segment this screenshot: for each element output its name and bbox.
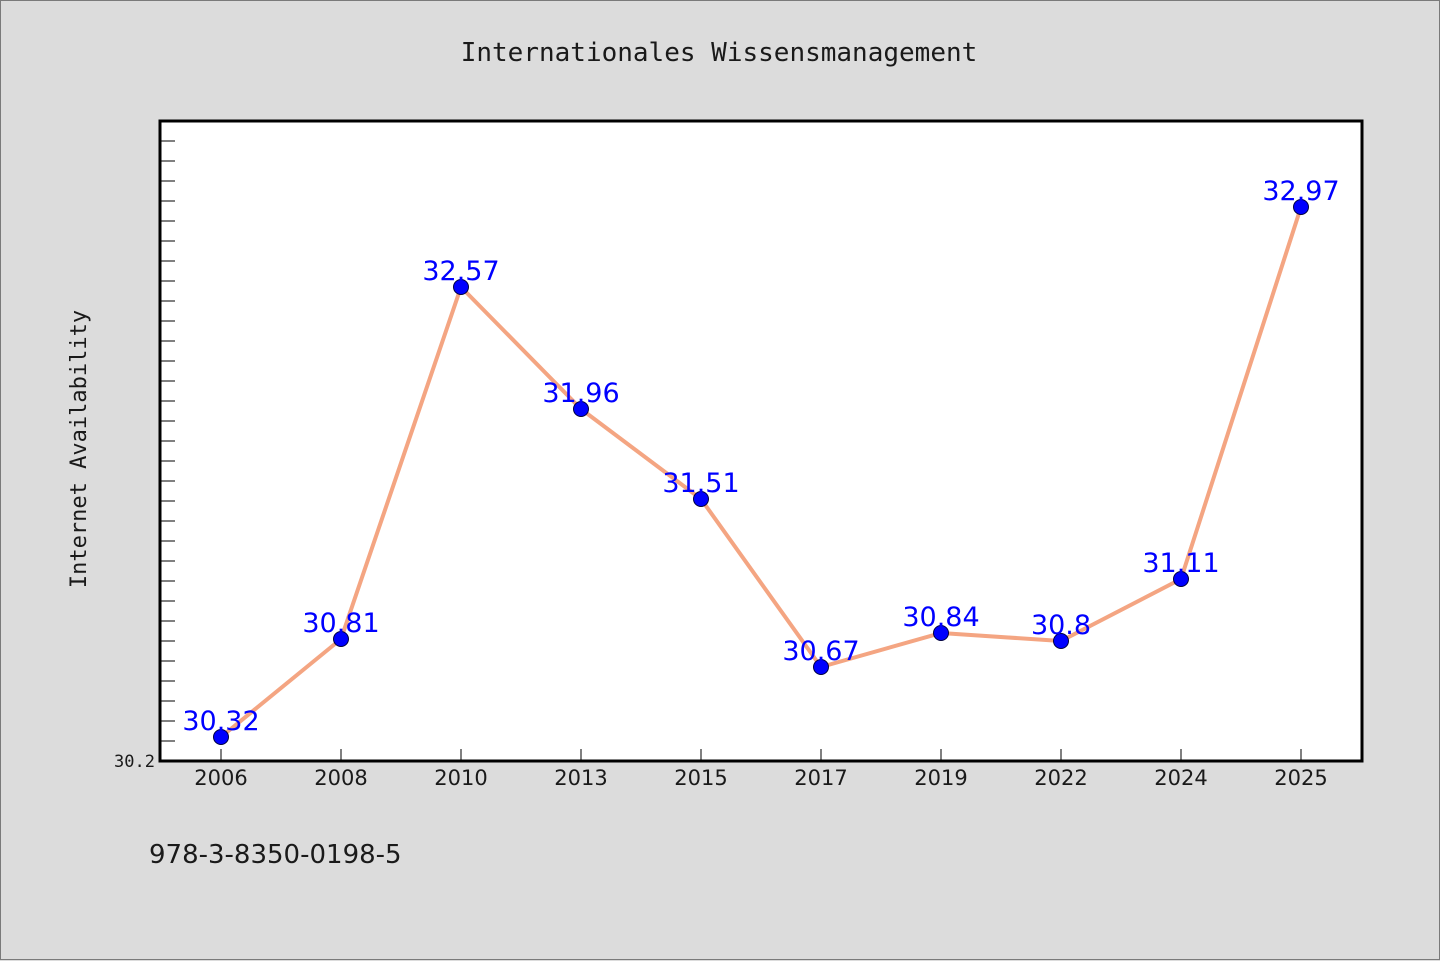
data-label: 30.67 — [782, 636, 859, 667]
x-tick-label: 2017 — [794, 766, 847, 790]
series-group — [219, 205, 1303, 739]
data-point — [213, 729, 229, 745]
data-point — [573, 401, 589, 417]
chart-title: Internationales Wissensmanagement — [461, 38, 978, 68]
data-point — [933, 625, 949, 641]
data-point — [453, 279, 469, 295]
isbn-text: 978-3-8350-0198-5 — [149, 840, 402, 870]
x-tick-label: 2025 — [1274, 766, 1327, 790]
y-axis-ticks: 30.2 — [114, 140, 175, 772]
x-tick-label: 2022 — [1034, 766, 1087, 790]
marker-group — [213, 199, 1309, 745]
data-point — [1053, 633, 1069, 649]
data-point — [693, 491, 709, 507]
data-label: 30.84 — [902, 602, 979, 633]
data-label-group: 30.32 30.81 32.57 31.96 31.51 30.67 30.84 30.8 3… — [182, 176, 1339, 737]
data-label: 30.81 — [302, 608, 379, 639]
x-tick-label: 2010 — [434, 766, 487, 790]
data-label: 31.51 — [662, 468, 739, 499]
series-line — [219, 205, 1303, 739]
data-label: 31.11 — [1142, 548, 1219, 579]
data-point — [1293, 199, 1309, 215]
data-label: 30.32 — [182, 706, 259, 737]
data-label: 31.96 — [542, 378, 619, 409]
x-tick-label: 2019 — [914, 766, 967, 790]
x-tick-label: 2008 — [314, 766, 367, 790]
y-axis-label: Internet Availability — [67, 310, 92, 588]
x-tick-label: 2015 — [674, 766, 727, 790]
data-point — [813, 659, 829, 675]
x-tick-label: 2024 — [1154, 766, 1207, 790]
x-tick-label: 2006 — [194, 766, 247, 790]
data-point — [1173, 571, 1189, 587]
x-axis-ticks: 2006 2008 2010 2013 2015 2017 2019 2022 2024 2025 — [194, 749, 1328, 790]
plot-area — [158, 119, 1364, 763]
data-label: 32.57 — [422, 256, 499, 287]
data-label: 32.97 — [1262, 176, 1339, 207]
data-point — [333, 631, 349, 647]
y-tick-label: 30.2 — [114, 752, 155, 772]
data-label: 30.8 — [1031, 610, 1091, 641]
x-tick-label: 2013 — [554, 766, 607, 790]
